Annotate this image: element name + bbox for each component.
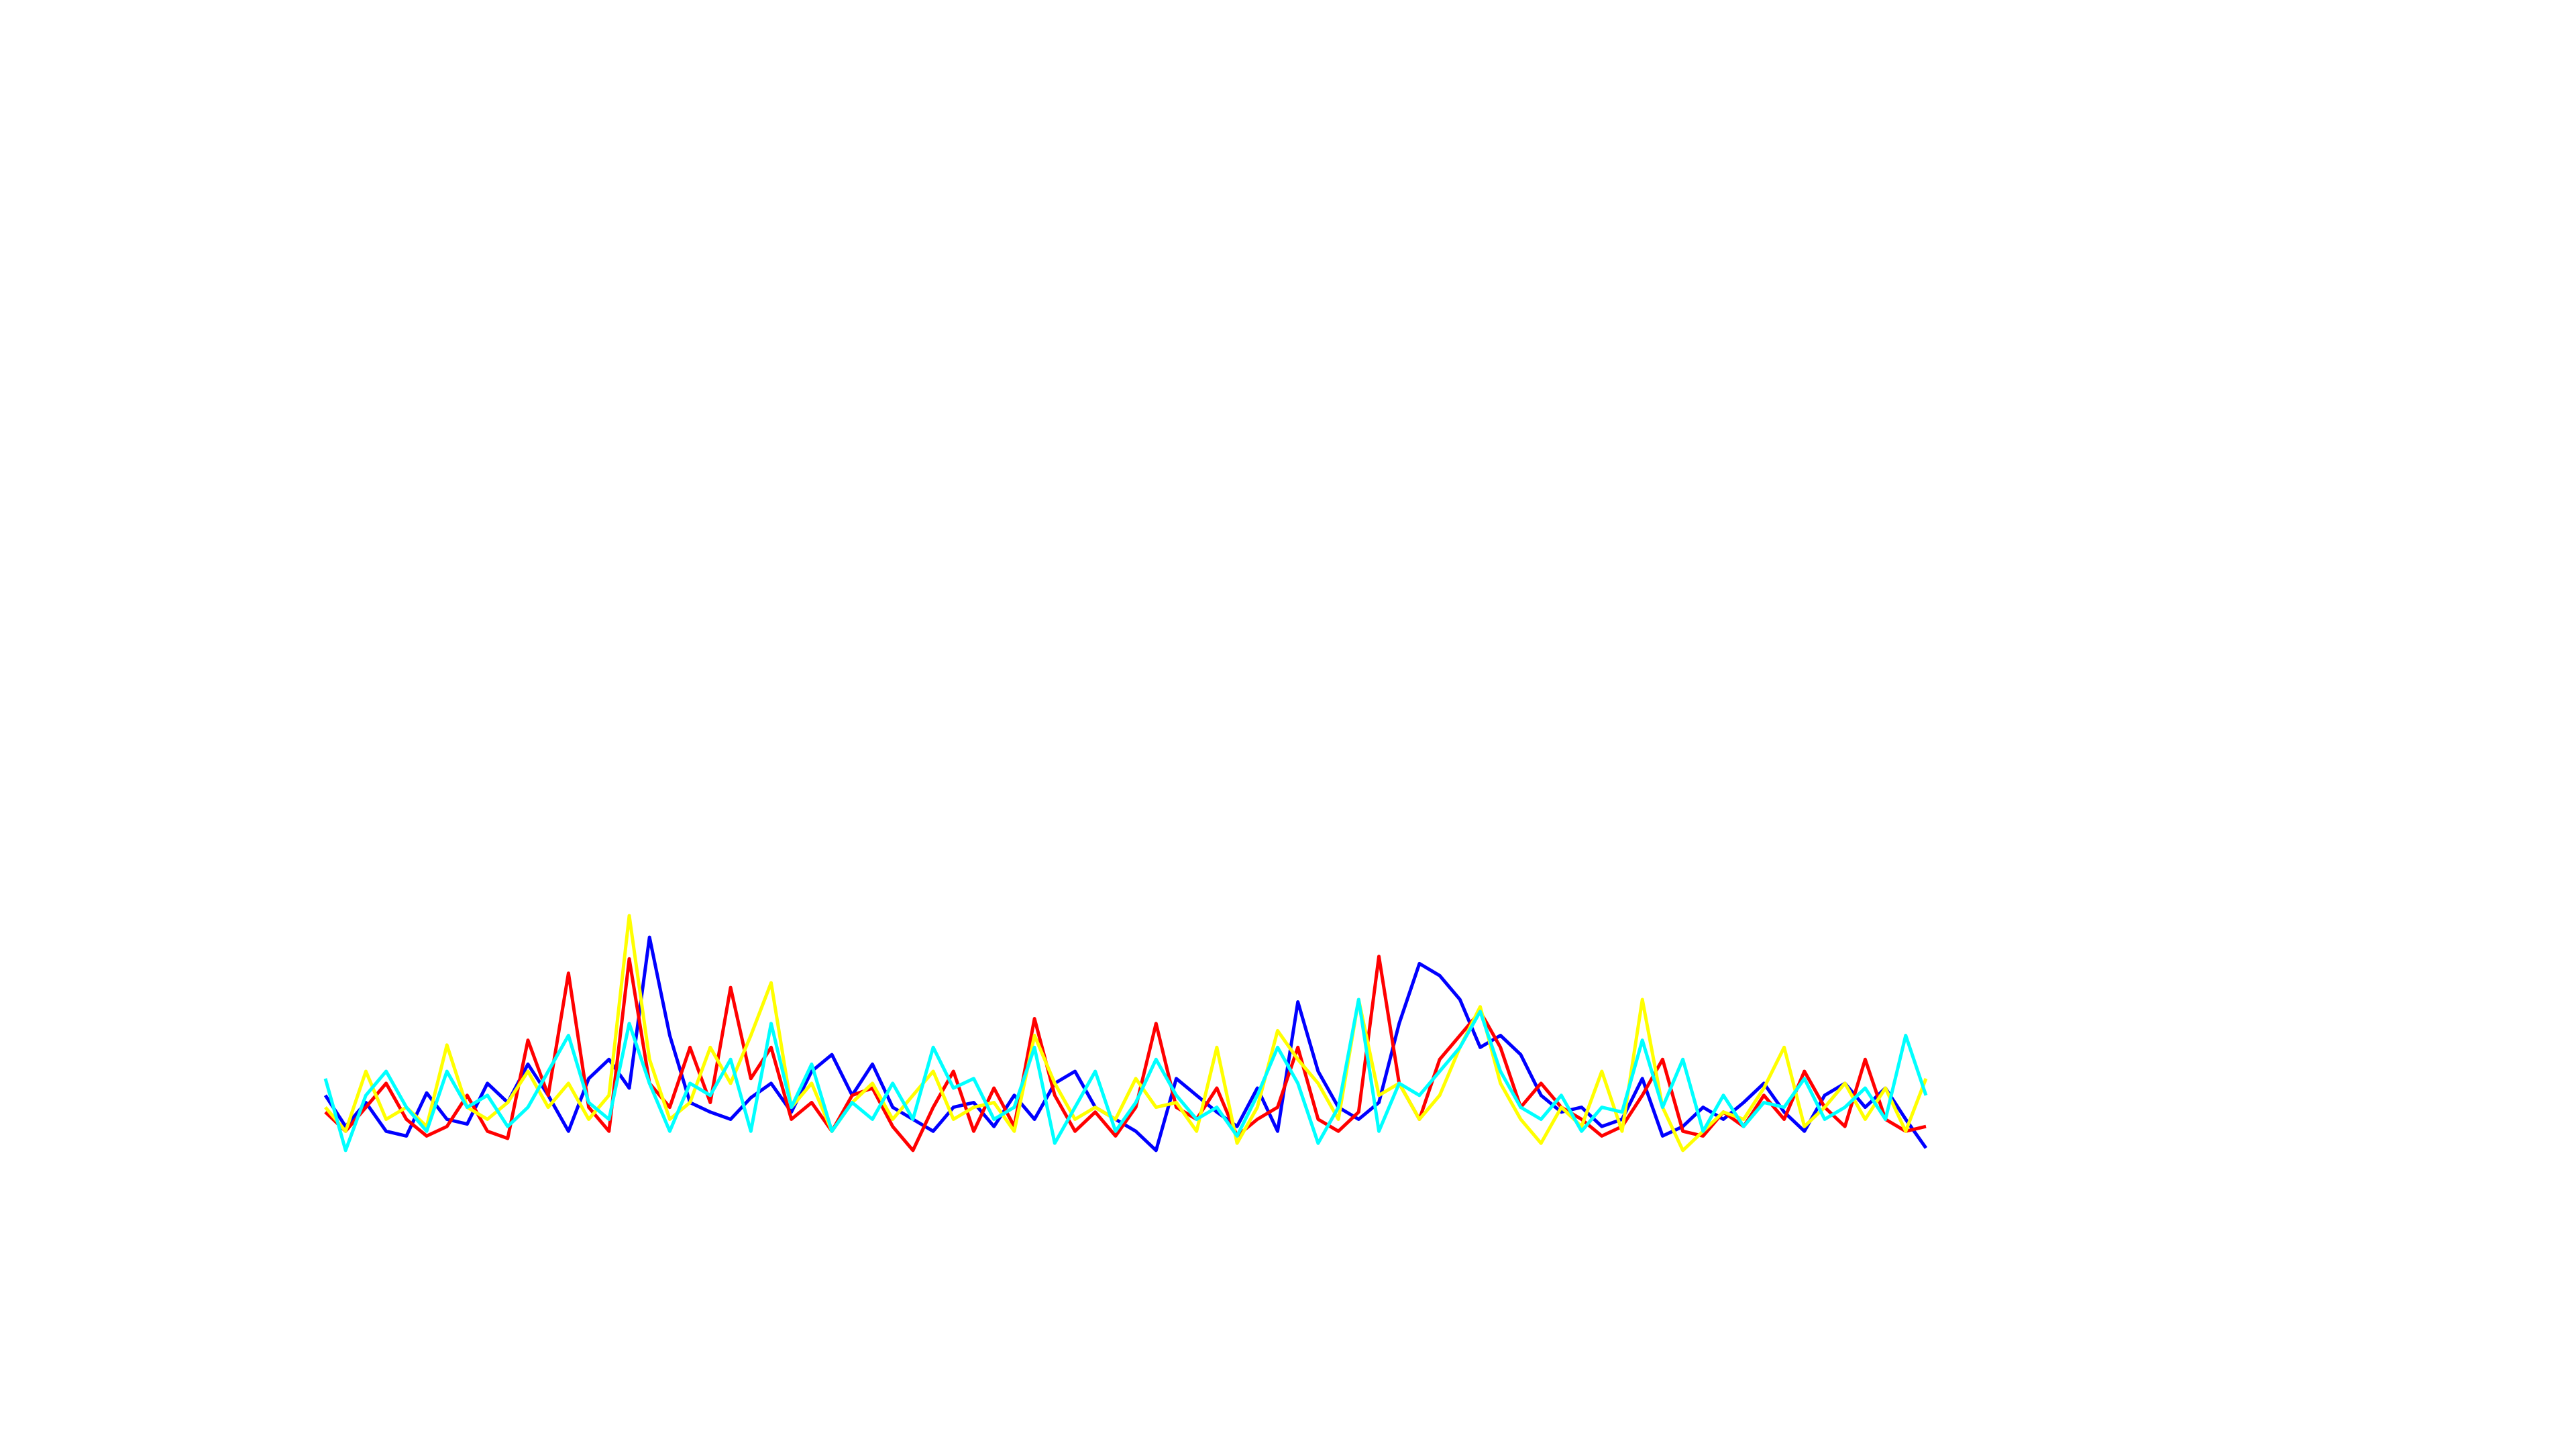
series-line xyxy=(323,935,1928,1152)
series-line xyxy=(324,914,1928,1152)
series-line xyxy=(323,998,1928,1152)
series-line xyxy=(324,955,1927,1152)
